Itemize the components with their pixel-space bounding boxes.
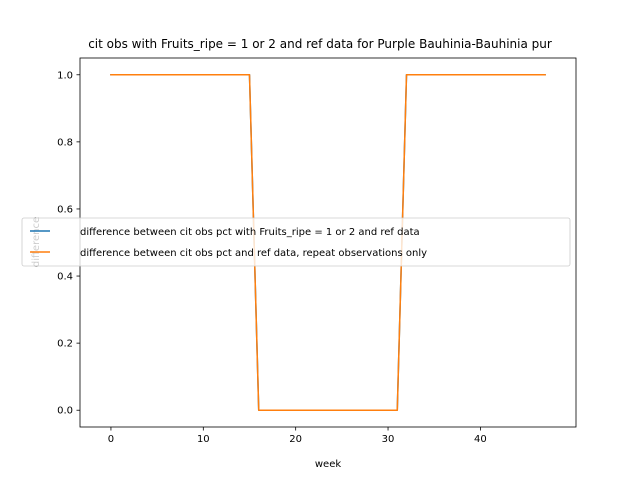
chart-title: cit obs with Fruits_ripe = 1 or 2 and re… (88, 37, 552, 51)
y-axis-ticks: 0.0 0.2 0.4 0.6 0.8 1.0 (57, 70, 80, 417)
x-axis-label: week (315, 459, 341, 470)
legend-label-2: difference between cit obs pct and ref d… (80, 248, 427, 259)
series-line-2 (110, 74, 546, 411)
legend-label-1: difference between cit obs pct with Frui… (80, 227, 420, 238)
x-tick-label: 10 (197, 434, 210, 445)
y-tick-label: 0.6 (57, 204, 73, 215)
y-tick-label: 0.8 (57, 137, 73, 148)
y-tick-label: 0.0 (57, 406, 73, 417)
x-tick-label: 0 (108, 434, 114, 445)
x-tick-label: 40 (474, 434, 487, 445)
x-tick-label: 30 (382, 434, 395, 445)
y-tick-label: 0.2 (57, 339, 73, 350)
x-axis-ticks: 0 10 20 30 40 (108, 427, 487, 445)
y-tick-label: 1.0 (57, 70, 73, 81)
x-tick-label: 20 (289, 434, 302, 445)
y-tick-label: 0.4 (57, 272, 73, 283)
legend: difference between cit obs pct with Frui… (21, 217, 571, 267)
series-layer (110, 74, 546, 411)
legend-box (21, 217, 571, 267)
